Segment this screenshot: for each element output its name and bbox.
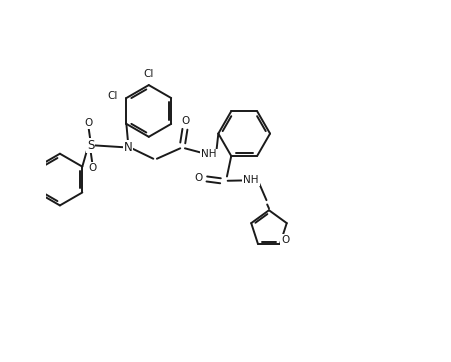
- Text: O: O: [181, 116, 189, 126]
- Text: O: O: [88, 163, 96, 173]
- Text: O: O: [84, 118, 92, 128]
- Text: Cl: Cl: [143, 68, 154, 79]
- Text: S: S: [87, 139, 94, 152]
- Text: NH: NH: [201, 150, 216, 159]
- Text: O: O: [194, 173, 202, 183]
- Text: N: N: [124, 141, 132, 154]
- Text: Cl: Cl: [107, 91, 118, 101]
- Text: NH: NH: [243, 175, 258, 185]
- Text: O: O: [281, 235, 289, 245]
